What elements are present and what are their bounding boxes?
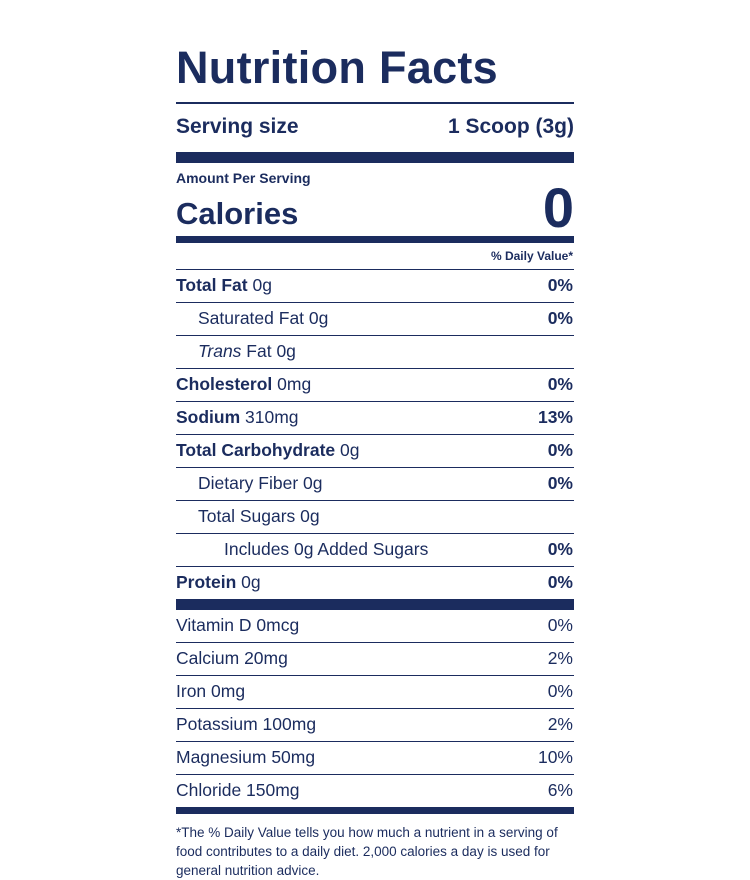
- nutrient-name-bold: Protein: [176, 571, 237, 592]
- nutrient-name-rest: Total Sugars 0g: [198, 505, 320, 526]
- serving-size-row: Serving size 1 Scoop (3g): [176, 104, 574, 152]
- daily-value: 0%: [547, 439, 573, 460]
- calories-label: Calories: [176, 196, 299, 232]
- nutrient-row-cholesterol: Cholesterol 0mg 0%: [176, 369, 574, 402]
- daily-value: 2%: [547, 713, 573, 734]
- amount-per-serving-label: Amount Per Serving: [176, 170, 311, 186]
- divider-bar-thick: [176, 152, 574, 163]
- serving-size-label: Serving size: [176, 115, 299, 138]
- nutrient-name-bold: Total Carbohydrate: [176, 439, 336, 460]
- nutrient-name-rest: 0g: [247, 274, 272, 295]
- vitamin-name: Chloride 150mg: [176, 779, 300, 800]
- daily-value: 0%: [547, 373, 573, 394]
- vitamin-row-iron: Iron 0mg 0%: [176, 676, 574, 709]
- divider-bar-medium: [176, 806, 574, 814]
- nutrient-name-bold: Cholesterol: [176, 373, 273, 394]
- divider-hairline: [176, 102, 574, 104]
- nutrient-name: Cholesterol 0mg: [176, 374, 311, 395]
- daily-value: 0%: [547, 571, 573, 592]
- daily-value-footnote: *The % Daily Value tells you how much a …: [176, 824, 558, 879]
- vitamin-name: Iron 0mg: [176, 680, 246, 701]
- nutrient-row-dietary-fiber: Dietary Fiber 0g 0%: [176, 468, 574, 501]
- nutrient-name: Includes 0g Added Sugars: [176, 539, 428, 560]
- nutrient-name: Total Fat 0g: [176, 275, 272, 296]
- serving-size-value: 1 Scoop (3g): [447, 115, 574, 138]
- nutrient-row-total-carbohydrate: Total Carbohydrate 0g 0%: [176, 435, 574, 468]
- vitamin-row-potassium: Potassium 100mg 2%: [176, 709, 574, 742]
- daily-value: 0%: [547, 680, 573, 701]
- nutrient-name: Protein 0g: [176, 572, 261, 593]
- nutrient-name-rest: 0g: [236, 571, 261, 592]
- nutrient-name-rest: 310mg: [240, 406, 299, 427]
- nutrient-name-rest: 0g: [335, 439, 360, 460]
- nutrient-row-added-sugars: Includes 0g Added Sugars 0%: [176, 534, 574, 567]
- nutrient-name-bold: Sodium: [176, 406, 241, 427]
- calories-row: Calories 0: [176, 176, 574, 239]
- vitamin-row-vitamin-d: Vitamin D 0mcg 0%: [176, 610, 574, 643]
- daily-value: 0%: [547, 274, 573, 295]
- daily-value: 0%: [547, 538, 573, 559]
- nutrient-row-protein: Protein 0g 0%: [176, 567, 574, 599]
- nutrition-facts-label: Nutrition Facts Serving size 1 Scoop (3g…: [176, 0, 574, 880]
- nutrient-name-italic: Trans: [198, 340, 242, 361]
- nutrient-row-trans-fat: Trans Fat 0g: [176, 336, 574, 369]
- nutrient-name: Dietary Fiber 0g: [176, 473, 323, 494]
- nutrient-name: Total Carbohydrate 0g: [176, 440, 359, 461]
- vitamin-row-magnesium: Magnesium 50mg 10%: [176, 742, 574, 775]
- nutrient-row-sodium: Sodium 310mg 13%: [176, 402, 574, 435]
- daily-value: 6%: [547, 779, 573, 800]
- nutrient-name-rest: Saturated Fat 0g: [198, 307, 329, 328]
- calories-value: 0: [542, 176, 574, 239]
- daily-value: 0%: [547, 614, 573, 635]
- nutrient-row-total-fat: Total Fat 0g 0%: [176, 270, 574, 303]
- label-title: Nutrition Facts: [176, 42, 499, 93]
- vitamin-name: Calcium 20mg: [176, 647, 288, 668]
- divider-bar-medium: [176, 235, 574, 243]
- nutrient-name: Sodium 310mg: [176, 407, 299, 428]
- nutrient-name: Saturated Fat 0g: [176, 308, 328, 329]
- vitamin-name: Potassium 100mg: [176, 713, 317, 734]
- nutrient-name-rest: 0mg: [272, 373, 312, 394]
- nutrient-name: Trans Fat 0g: [176, 341, 296, 362]
- nutrient-name-bold: Total Fat: [176, 274, 248, 295]
- vitamin-name: Vitamin D 0mcg: [176, 614, 300, 635]
- nutrient-row-total-sugars: Total Sugars 0g: [176, 501, 574, 534]
- vitamin-row-calcium: Calcium 20mg 2%: [176, 643, 574, 676]
- nutrient-name-rest: Fat 0g: [241, 340, 296, 361]
- vitamin-row-chloride: Chloride 150mg 6%: [176, 775, 574, 807]
- divider-bar-thick: [176, 598, 574, 610]
- daily-value-header: % Daily Value*: [176, 243, 574, 270]
- nutrient-name-rest: Includes 0g Added Sugars: [224, 538, 429, 559]
- daily-value: 13%: [537, 406, 573, 427]
- daily-value: 0%: [547, 307, 573, 328]
- nutrient-name-rest: Dietary Fiber 0g: [198, 472, 323, 493]
- daily-value: 2%: [547, 647, 573, 668]
- nutrient-name: Total Sugars 0g: [176, 506, 320, 527]
- nutrient-row-saturated-fat: Saturated Fat 0g 0%: [176, 303, 574, 336]
- daily-value: 0%: [547, 472, 573, 493]
